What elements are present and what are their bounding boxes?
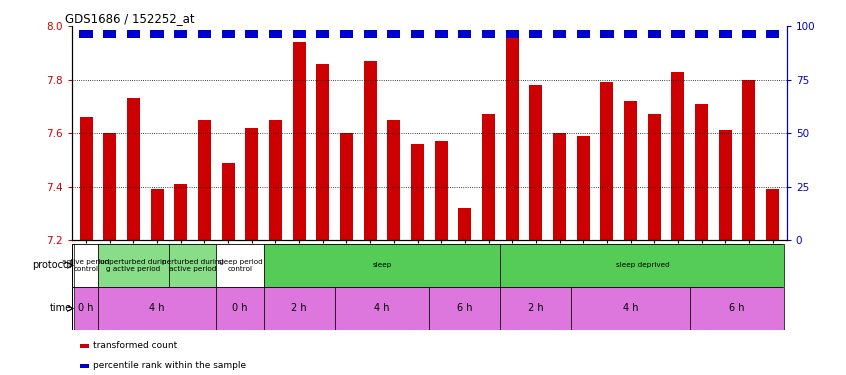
- Bar: [217, 244, 264, 287]
- Bar: [742, 30, 755, 38]
- Bar: [601, 30, 613, 38]
- Text: active period
control: active period control: [63, 259, 110, 272]
- Bar: [264, 244, 500, 287]
- Text: unperturbed durin
g active period: unperturbed durin g active period: [100, 259, 167, 272]
- Bar: [601, 82, 613, 240]
- Bar: [577, 136, 590, 240]
- Text: 4 h: 4 h: [374, 303, 390, 313]
- Bar: [316, 30, 329, 38]
- Bar: [506, 32, 519, 240]
- Bar: [672, 72, 684, 240]
- Bar: [80, 30, 93, 38]
- Bar: [766, 30, 779, 38]
- Text: 0 h: 0 h: [79, 303, 94, 313]
- Bar: [429, 287, 500, 330]
- Text: sleep deprived: sleep deprived: [616, 262, 669, 268]
- Text: percentile rank within the sample: percentile rank within the sample: [93, 362, 246, 370]
- Bar: [387, 120, 400, 240]
- Text: 6 h: 6 h: [729, 303, 744, 313]
- Bar: [103, 30, 117, 38]
- Bar: [459, 30, 471, 38]
- Bar: [577, 30, 590, 38]
- Bar: [648, 114, 661, 240]
- Bar: [335, 287, 429, 330]
- Bar: [411, 144, 424, 240]
- Bar: [553, 30, 566, 38]
- Bar: [217, 287, 264, 330]
- Bar: [624, 30, 637, 38]
- Bar: [340, 133, 353, 240]
- Text: 2 h: 2 h: [528, 303, 544, 313]
- Bar: [269, 120, 282, 240]
- Bar: [459, 208, 471, 240]
- Bar: [127, 98, 140, 240]
- Bar: [198, 120, 211, 240]
- Bar: [624, 101, 637, 240]
- Bar: [222, 162, 234, 240]
- Bar: [127, 30, 140, 38]
- Bar: [293, 30, 305, 38]
- Text: perturbed during
active period: perturbed during active period: [162, 259, 223, 272]
- Bar: [293, 42, 305, 240]
- Bar: [695, 30, 708, 38]
- Text: 2 h: 2 h: [291, 303, 307, 313]
- Bar: [411, 30, 424, 38]
- Bar: [174, 184, 187, 240]
- Text: transformed count: transformed count: [93, 341, 178, 350]
- Bar: [98, 287, 217, 330]
- Bar: [364, 61, 376, 240]
- Text: 6 h: 6 h: [457, 303, 473, 313]
- Bar: [718, 30, 732, 38]
- Text: 4 h: 4 h: [623, 303, 638, 313]
- Bar: [74, 244, 98, 287]
- Bar: [169, 244, 217, 287]
- Bar: [671, 30, 684, 38]
- Bar: [500, 287, 571, 330]
- Bar: [80, 117, 92, 240]
- Text: time: time: [49, 303, 71, 313]
- Bar: [435, 30, 448, 38]
- Bar: [553, 133, 566, 240]
- Bar: [482, 30, 495, 38]
- Bar: [364, 30, 376, 38]
- Bar: [387, 30, 400, 38]
- Text: protocol: protocol: [32, 260, 71, 270]
- Bar: [198, 30, 212, 38]
- Bar: [222, 30, 235, 38]
- Bar: [482, 114, 495, 240]
- Bar: [151, 189, 163, 240]
- Bar: [530, 30, 542, 38]
- Bar: [245, 128, 258, 240]
- Text: 0 h: 0 h: [232, 303, 248, 313]
- Bar: [689, 287, 784, 330]
- Bar: [766, 189, 779, 240]
- Bar: [174, 30, 188, 38]
- Text: 4 h: 4 h: [150, 303, 165, 313]
- Bar: [647, 30, 661, 38]
- Text: sleep period
control: sleep period control: [217, 259, 262, 272]
- Bar: [743, 80, 755, 240]
- Bar: [245, 30, 258, 38]
- Bar: [264, 287, 335, 330]
- Bar: [74, 287, 98, 330]
- Bar: [269, 30, 282, 38]
- Bar: [316, 64, 329, 240]
- Bar: [500, 244, 784, 287]
- Bar: [435, 141, 448, 240]
- Bar: [151, 30, 164, 38]
- Text: GDS1686 / 152252_at: GDS1686 / 152252_at: [65, 12, 195, 25]
- Bar: [103, 133, 116, 240]
- Bar: [695, 104, 708, 240]
- Bar: [719, 130, 732, 240]
- Bar: [530, 85, 542, 240]
- Bar: [340, 30, 353, 38]
- Bar: [98, 244, 169, 287]
- Bar: [506, 30, 519, 38]
- Text: sleep: sleep: [372, 262, 392, 268]
- Bar: [571, 287, 689, 330]
